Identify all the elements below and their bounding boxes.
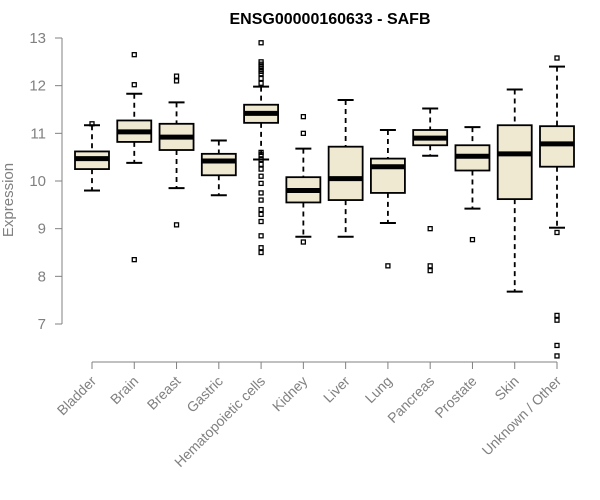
y-tick-label: 7 <box>38 316 46 333</box>
box-group <box>158 73 195 228</box>
outlier-point <box>131 82 137 88</box>
y-tick-label: 9 <box>38 221 46 238</box>
outlier-point <box>258 197 264 203</box>
outlier-point <box>258 173 264 179</box>
outlier-point <box>427 226 433 232</box>
outlier-point <box>258 166 264 172</box>
outlier-point <box>258 245 264 251</box>
outlier-point <box>258 233 264 239</box>
outlier-point <box>131 52 137 58</box>
outlier-point <box>258 40 264 46</box>
x-tick-label: Kidney <box>269 373 311 415</box>
y-tick-label: 8 <box>38 268 46 285</box>
outlier-point <box>258 71 264 77</box>
x-tick-label: Liver <box>320 373 353 406</box>
box-group <box>412 107 449 274</box>
box-group <box>496 88 533 293</box>
outlier-point <box>258 75 264 82</box>
x-tick-label: Skin <box>491 373 522 404</box>
outlier-point <box>258 206 264 213</box>
outlier-point <box>427 267 433 274</box>
outlier-point <box>258 218 264 225</box>
x-tick-label: Lung <box>362 373 395 406</box>
box-group <box>243 40 279 256</box>
outlier-point <box>258 156 264 163</box>
outlier-point <box>300 130 307 136</box>
outlier-point <box>385 263 391 269</box>
y-tick-label: 12 <box>29 78 46 95</box>
box-group <box>327 98 364 238</box>
box <box>327 145 364 201</box>
outlier-point <box>258 211 264 218</box>
box-group <box>285 114 322 245</box>
x-tick-label: Breast <box>144 373 184 413</box>
box <box>496 124 533 201</box>
outlier-point <box>258 190 264 196</box>
outlier-point <box>258 249 264 256</box>
outlier-point <box>554 317 560 323</box>
box-group <box>116 52 153 263</box>
box <box>200 152 237 177</box>
outlier-point <box>300 239 307 245</box>
outlier-point <box>427 263 433 269</box>
x-tick-label: Brain <box>107 373 141 407</box>
outlier-point <box>131 256 137 263</box>
outlier-point <box>554 55 560 61</box>
outlier-point <box>173 78 180 84</box>
outlier-point <box>258 152 264 158</box>
box-group <box>200 139 237 197</box>
boxes <box>74 40 575 359</box>
x-tick-label: Bladder <box>54 373 100 419</box>
y-axis-label: Expression <box>0 163 17 237</box>
outlier-point <box>173 73 180 79</box>
outlier-point <box>554 353 560 359</box>
outlier-point <box>258 80 264 86</box>
outlier-point <box>258 180 264 187</box>
chart-title: ENSG00000160633 - SAFB <box>230 11 431 28</box>
outlier-point <box>89 121 95 127</box>
box <box>370 157 406 194</box>
box-group <box>370 128 406 269</box>
y-tick-label: 13 <box>29 30 46 47</box>
y-tick-label: 11 <box>30 125 46 142</box>
outlier-point <box>173 222 180 228</box>
outlier-point <box>300 114 307 120</box>
y-ticks: 7 8 9 10 11 12 13 <box>29 30 62 333</box>
outlier-point <box>469 236 476 243</box>
x-tick-label: Unknown / Other <box>479 373 565 459</box>
x-tick-label: Prostate <box>431 373 479 421</box>
outlier-point <box>554 342 560 349</box>
box-group <box>74 121 110 192</box>
box-group <box>539 55 575 359</box>
box-group <box>454 126 491 243</box>
y-tick-label: 10 <box>29 173 46 190</box>
outlier-point <box>554 312 560 319</box>
outlier-point <box>258 161 264 167</box>
outlier-point <box>554 229 560 236</box>
x-tick-label: Pancreas <box>384 373 437 426</box>
box <box>539 125 575 168</box>
